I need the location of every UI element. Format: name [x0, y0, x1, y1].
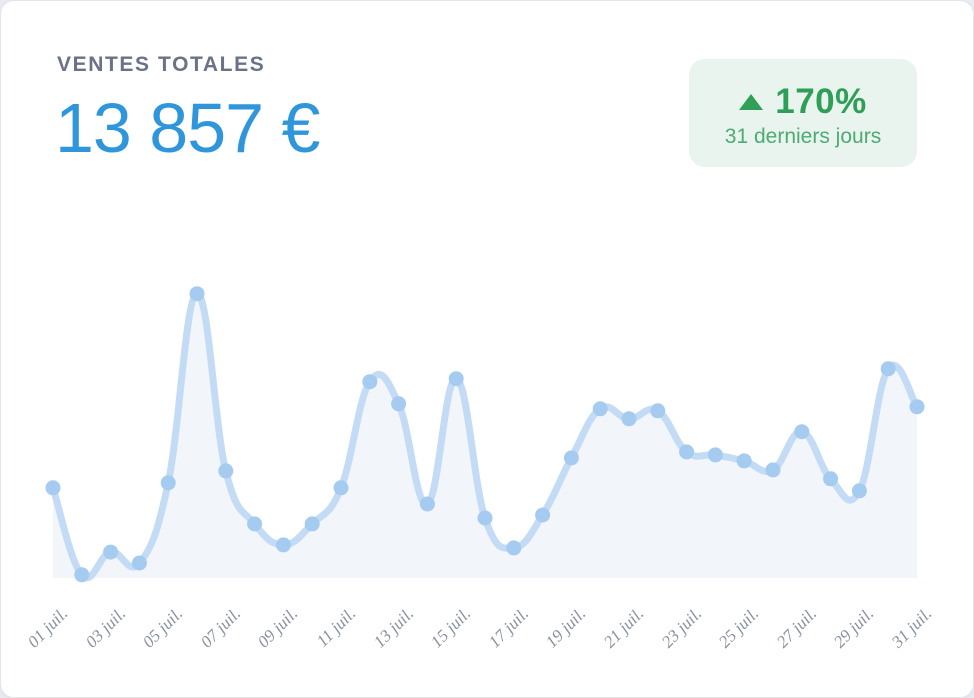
chart-point-12 juil. [362, 374, 378, 390]
chart-point-15 juil. [448, 371, 464, 387]
chart-point-01 juil. [45, 480, 61, 496]
chart-point-24 juil. [707, 447, 723, 463]
chart-point-19 juil. [563, 450, 579, 466]
chart-point-04 juil. [131, 555, 147, 571]
sales-area-fill [53, 293, 917, 578]
chart-point-30 juil. [880, 361, 896, 377]
chart-point-02 juil. [74, 567, 90, 583]
chart-point-10 juil. [304, 516, 320, 532]
chart-point-28 juil. [823, 471, 839, 487]
triangle-up-icon [739, 93, 764, 110]
chart-point-06 juil. [189, 286, 205, 302]
chart-point-23 juil. [679, 444, 695, 460]
trend-badge: 170% 31 derniers jours [689, 59, 917, 167]
chart-point-05 juil. [160, 475, 176, 491]
chart-point-29 juil. [851, 483, 867, 499]
chart-point-13 juil. [391, 396, 407, 412]
chart-point-03 juil. [103, 544, 119, 560]
chart-point-18 juil. [535, 507, 551, 523]
chart-point-16 juil. [477, 510, 493, 526]
trend-badge-row: 170% [739, 82, 867, 122]
chart-point-31 juil. [909, 399, 925, 415]
chart-point-08 juil. [247, 516, 263, 532]
chart-point-11 juil. [333, 480, 349, 496]
chart-point-09 juil. [275, 537, 291, 553]
chart-point-22 juil. [650, 403, 666, 419]
trend-percentage: 170% [775, 81, 867, 121]
chart-point-20 juil. [592, 401, 608, 417]
chart-point-27 juil. [794, 424, 810, 440]
chart-point-14 juil. [419, 496, 435, 512]
chart-point-07 juil. [218, 463, 234, 479]
card-title: VENTES TOTALES [57, 53, 266, 76]
trend-period-label: 31 derniers jours [724, 124, 882, 148]
total-sales-amount: 13 857 € [55, 89, 320, 167]
chart-point-17 juil. [506, 540, 522, 556]
chart-point-25 juil. [736, 453, 752, 469]
chart-point-21 juil. [621, 411, 637, 427]
chart-point-26 juil. [765, 462, 781, 478]
